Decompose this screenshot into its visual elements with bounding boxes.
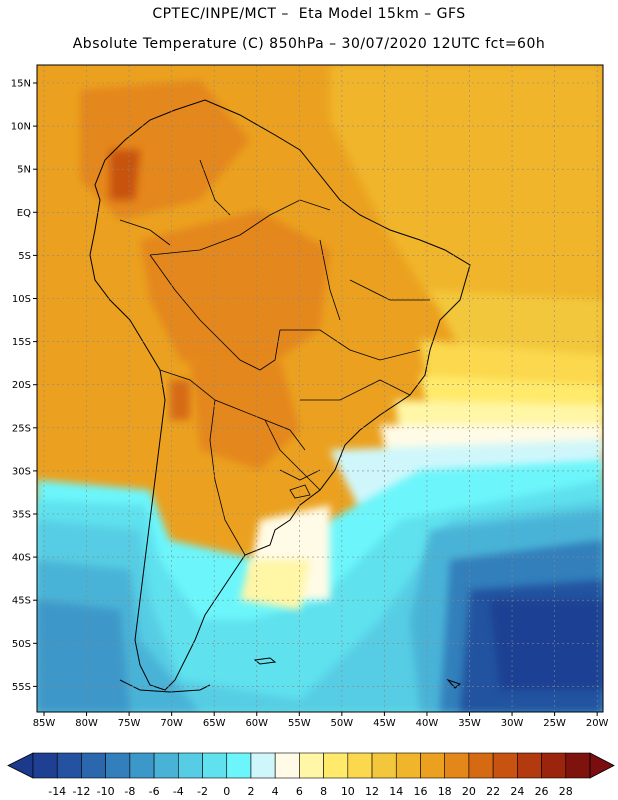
lon-label: 40W — [416, 718, 439, 729]
graticule — [37, 65, 603, 712]
colorbar-swatch — [226, 752, 252, 779]
colorbar-label: 26 — [535, 785, 549, 798]
colorbar — [7, 752, 615, 779]
lon-label: 25W — [543, 718, 566, 729]
colorbar-swatch — [105, 752, 131, 779]
lat-label: 25S — [12, 423, 31, 434]
colorbar-swatch — [299, 752, 324, 779]
colorbar-label: 8 — [320, 785, 327, 798]
lat-label: 40S — [12, 553, 31, 564]
colorbar-swatch — [444, 752, 470, 779]
lat-label: 55S — [12, 682, 31, 693]
colorbar-label: 6 — [296, 785, 303, 798]
colorbar-swatch — [129, 752, 155, 779]
lat-label: 15N — [11, 79, 31, 90]
temperature-field — [37, 65, 603, 712]
colorbar-swatch — [541, 752, 567, 779]
colorbar-high-arrow — [589, 752, 615, 779]
country-borders — [119, 159, 430, 556]
colorbar-label: 4 — [272, 785, 279, 798]
lon-label: 35W — [458, 718, 481, 729]
lon-label: 85W — [33, 718, 56, 729]
colorbar-label: 28 — [559, 785, 573, 798]
colorbar-label: 24 — [510, 785, 524, 798]
lon-label: 55W — [288, 718, 311, 729]
lat-label: 45S — [12, 596, 31, 607]
colorbar-label: 22 — [486, 785, 500, 798]
colorbar-swatch — [395, 752, 421, 779]
map-title-line2: Absolute Temperature (C) 850hPa – 30/07/… — [72, 36, 546, 52]
lat-label: 35S — [12, 510, 31, 521]
colorbar-swatch — [250, 752, 276, 779]
lat-label: EQ — [17, 208, 31, 219]
colorbar-swatch — [56, 752, 82, 779]
lat-label: 10N — [11, 122, 31, 133]
lon-label: 80W — [75, 718, 98, 729]
lon-label: 60W — [245, 718, 268, 729]
colorbar-label: -4 — [173, 785, 184, 798]
lon-label: 20W — [586, 718, 609, 729]
colorbar-label: -14 — [48, 785, 66, 798]
colorbar-swatch — [347, 752, 373, 779]
lon-label: 45W — [373, 718, 396, 729]
lat-label: 10S — [12, 294, 31, 305]
colorbar-label: 16 — [413, 785, 427, 798]
colorbar-label: -8 — [124, 785, 135, 798]
lon-label: 75W — [118, 718, 141, 729]
colorbar-swatch — [32, 752, 58, 779]
colorbar-label: 14 — [389, 785, 403, 798]
lat-label: 20S — [12, 380, 31, 391]
colorbar-label: -10 — [97, 785, 115, 798]
colorbar-label: 20 — [462, 785, 476, 798]
colorbar-swatch — [153, 752, 179, 779]
colorbar-label: 10 — [341, 785, 355, 798]
colorbar-low-arrow — [7, 752, 34, 779]
lat-label: 50S — [12, 639, 31, 650]
colorbar-swatch — [178, 752, 203, 779]
lat-label: 5S — [18, 251, 31, 262]
colorbar-label: 18 — [438, 785, 452, 798]
colorbar-label: -2 — [197, 785, 208, 798]
colorbar-labels: -14 -12 -10 -8 -6 -4 -2 0 2 4 6 8 10 12 14 16 18 20 22 24 26… — [48, 785, 573, 798]
latitude-labels: 15N 10N 5N EQ 5S 10S 15S 20S 25S 30S 35S 40S 45S 50S 5… — [11, 79, 37, 693]
colorbar-label: -6 — [149, 785, 160, 798]
lon-label: 65W — [203, 718, 226, 729]
colorbar-swatch — [274, 752, 300, 779]
colorbar-swatch — [517, 752, 542, 779]
lat-label: 30S — [12, 466, 31, 477]
lon-label: 30W — [501, 718, 524, 729]
colorbar-swatch — [323, 752, 349, 779]
colorbar-swatch — [492, 752, 518, 779]
colorbar-label: 12 — [365, 785, 379, 798]
lat-label: 15S — [12, 337, 31, 348]
colorbar-swatch — [81, 752, 106, 779]
colorbar-swatch — [371, 752, 397, 779]
colorbar-swatch — [202, 752, 228, 779]
colorbar-swatch — [565, 752, 591, 779]
lon-label: 50W — [331, 718, 354, 729]
longitude-labels: 85W 80W 75W 70W 65W 60W 55W 50W 45W 40W 35W 30W 25W 2… — [33, 712, 609, 729]
colorbar-swatch — [420, 752, 445, 779]
colorbar-swatch — [468, 752, 494, 779]
lon-label: 70W — [160, 718, 183, 729]
map-frame — [36, 64, 604, 713]
lat-label: 5N — [17, 165, 31, 176]
colorbar-label: 0 — [223, 785, 230, 798]
colorbar-label: -12 — [72, 785, 90, 798]
colorbar-label: 2 — [247, 785, 254, 798]
map-title-line1: CPTEC/INPE/MCT – Eta Model 15km – GFS — [152, 6, 466, 22]
